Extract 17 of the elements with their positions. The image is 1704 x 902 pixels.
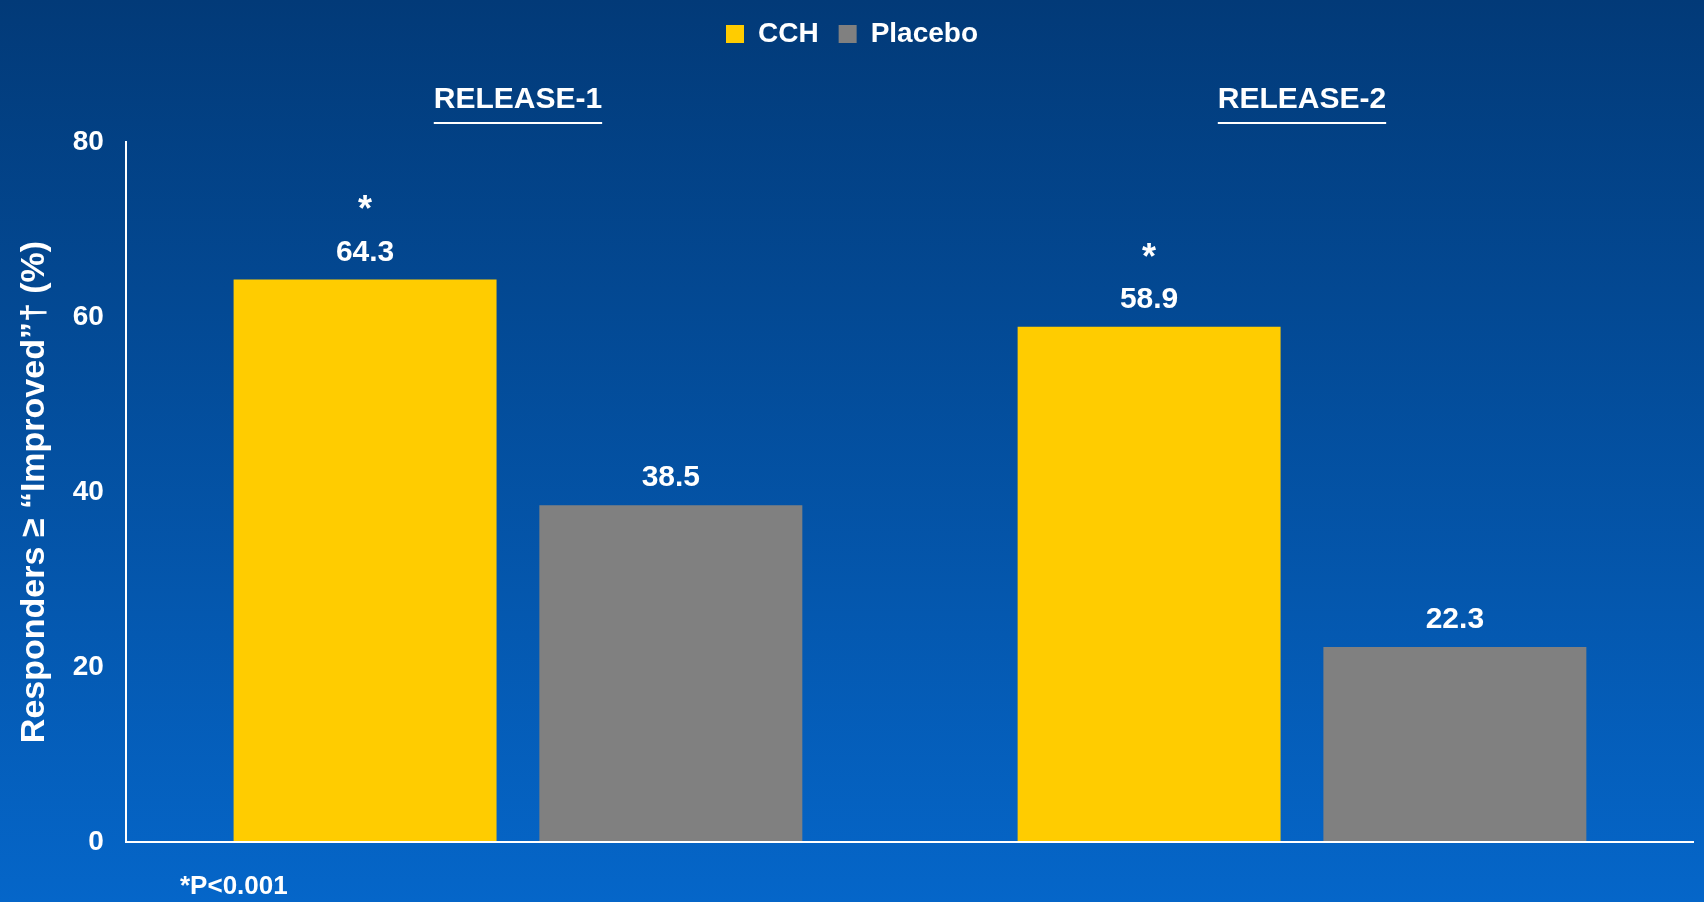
data-label: 58.9	[1119, 280, 1179, 314]
text: *P<0.001	[180, 870, 288, 901]
annotation: *	[358, 188, 373, 230]
data-label: 38.5	[641, 459, 701, 493]
data-label: 64.3	[335, 233, 395, 267]
annotation: *	[1142, 235, 1157, 277]
y-tick-label: 40	[72, 474, 104, 506]
x-tick-label: RELEASE-2	[1217, 81, 1387, 115]
x-tick-label: RELEASE-1	[433, 81, 603, 115]
legend-label: Placebo	[870, 16, 979, 48]
data-label: 22.3	[1425, 601, 1485, 635]
y-axis-title: Responders ≥ “Improved”† (%)	[12, 240, 51, 744]
y-tick-label: 0	[88, 824, 104, 856]
y-tick-label: 80	[72, 124, 104, 156]
y-tick-label: 20	[72, 649, 104, 681]
legend-label: CCH	[757, 16, 819, 48]
y-tick-label: 60	[72, 299, 104, 331]
